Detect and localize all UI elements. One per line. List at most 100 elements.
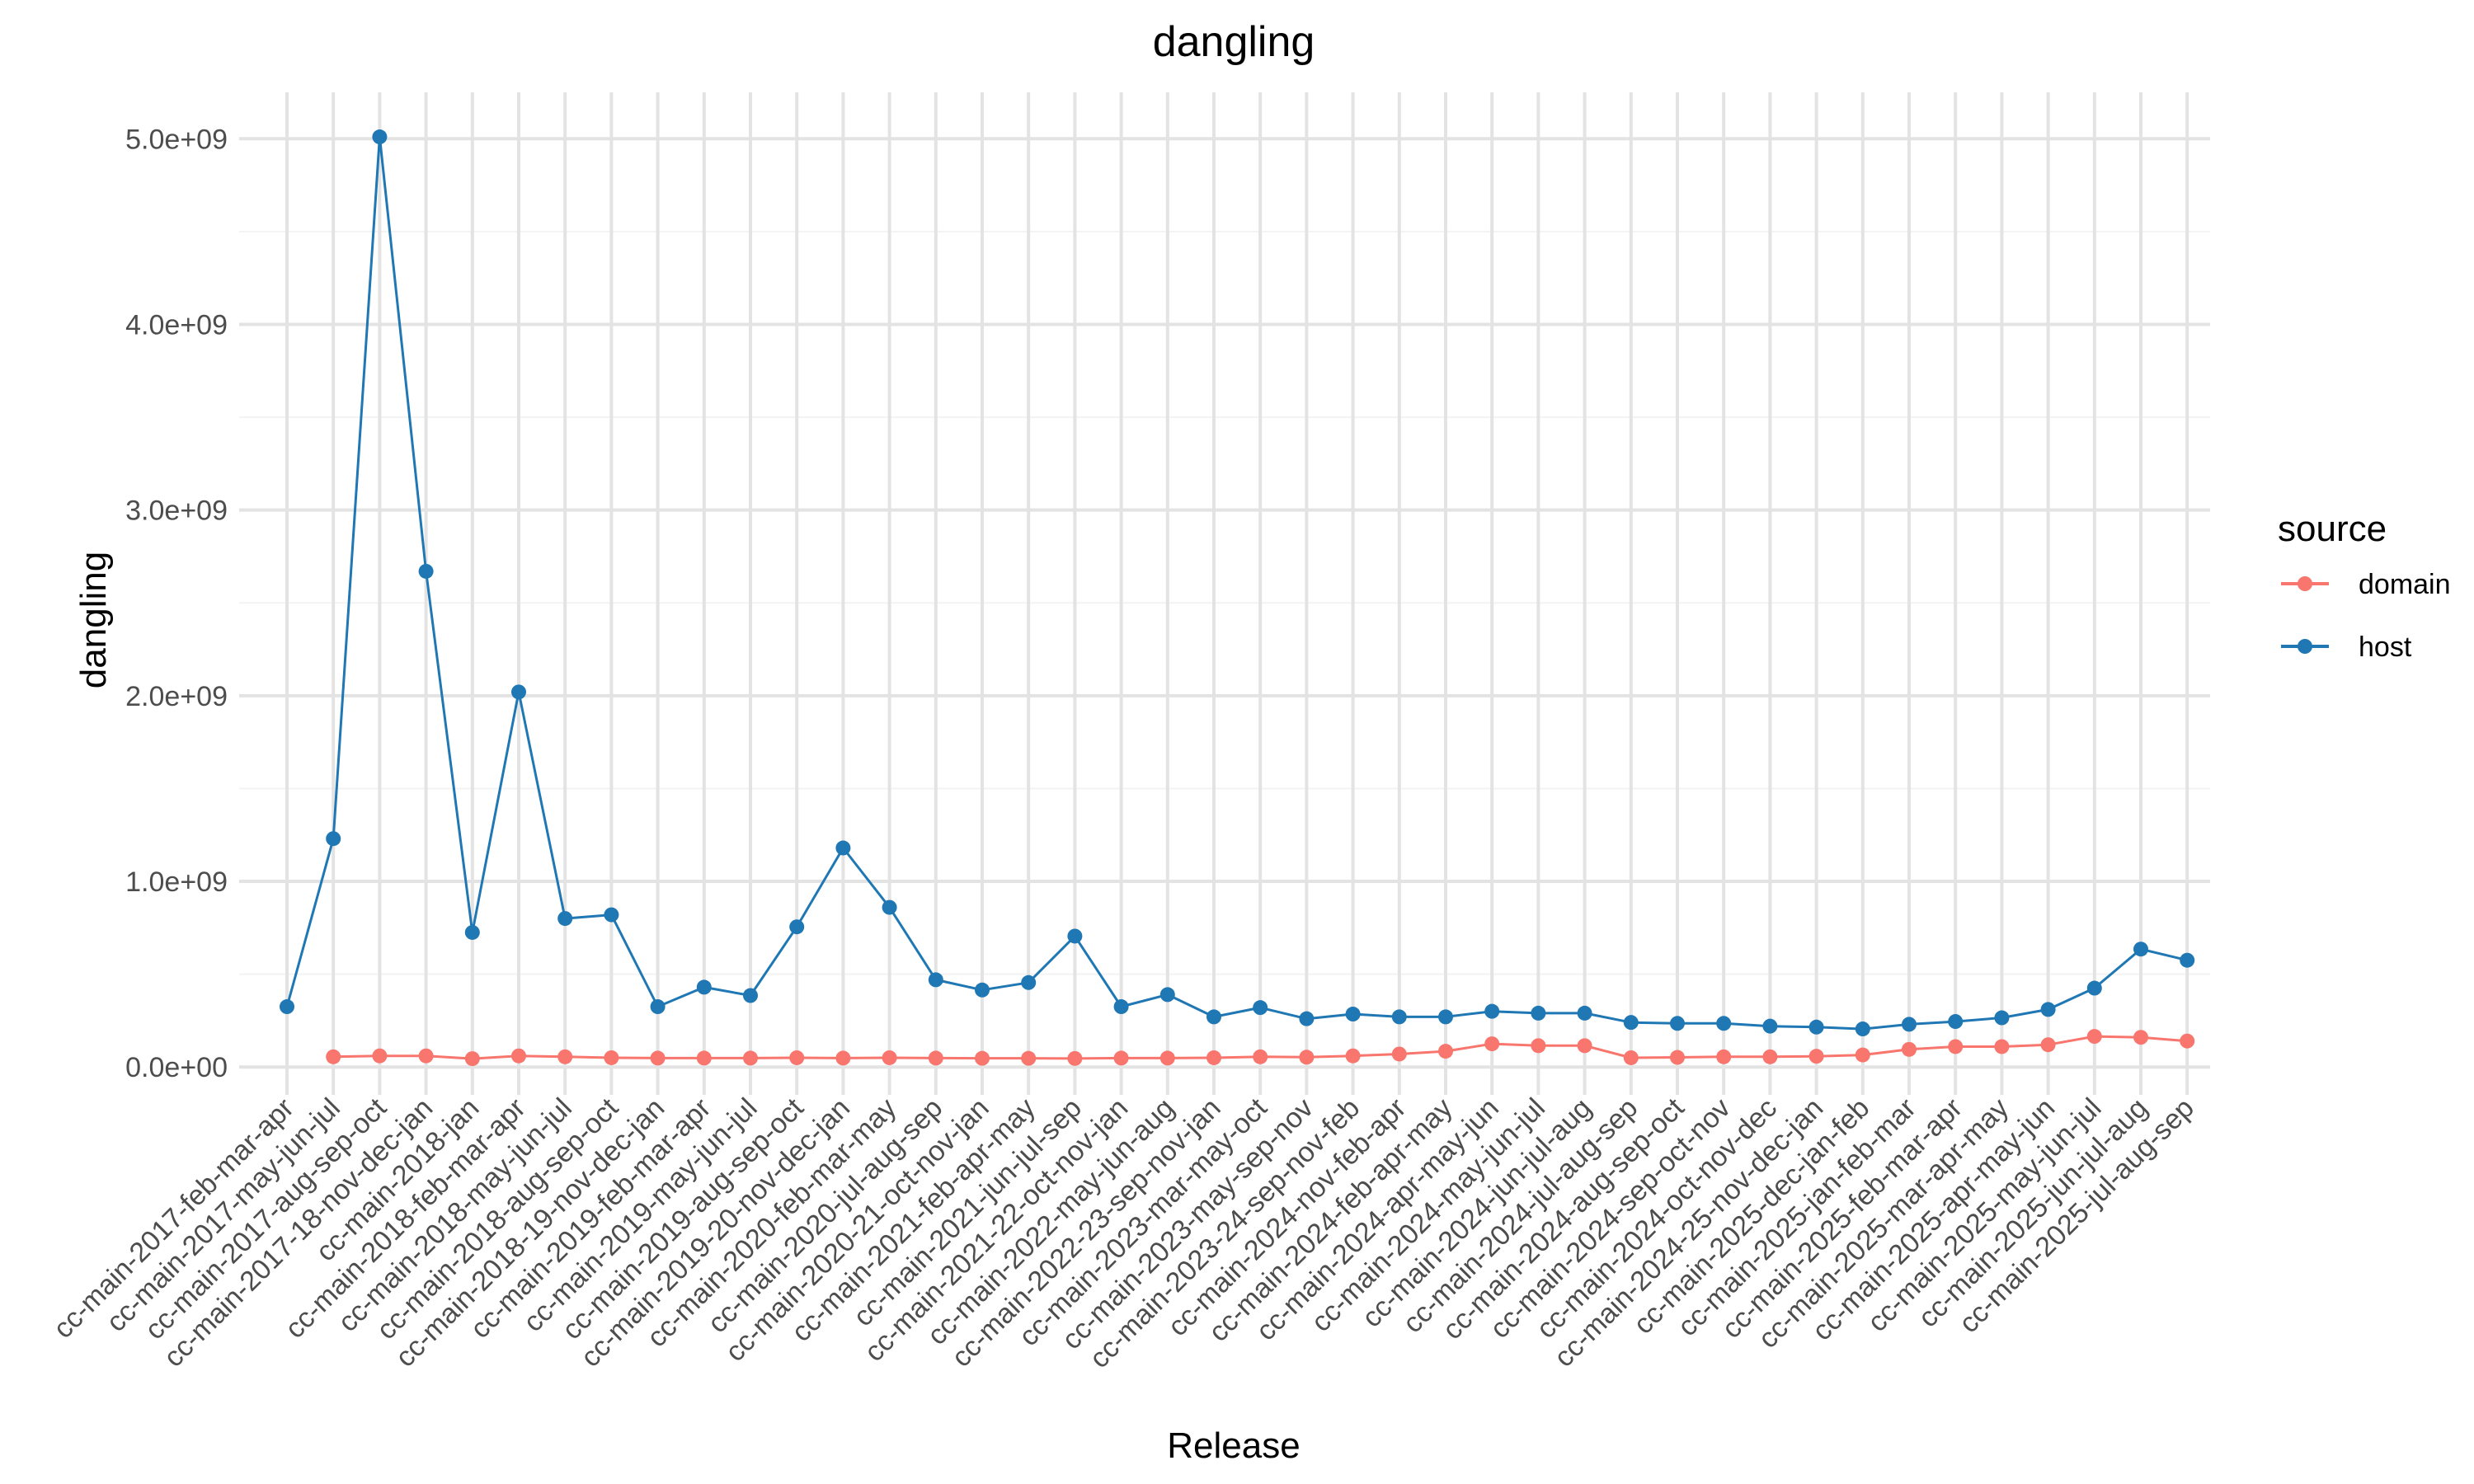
data-point-domain (1113, 1050, 1129, 1066)
data-point-host (1113, 999, 1129, 1015)
data-point-domain (696, 1050, 712, 1066)
data-point-host (2180, 952, 2195, 968)
data-point-domain (557, 1049, 573, 1064)
data-point-domain (1808, 1049, 1824, 1064)
data-point-domain (1345, 1048, 1361, 1064)
data-point-domain (464, 1051, 480, 1067)
y-tick-label: 5.0e+09 (125, 124, 228, 155)
data-point-host (1855, 1021, 1870, 1037)
data-point-host (1345, 1007, 1361, 1022)
data-point-host (280, 999, 294, 1015)
y-tick-label: 3.0e+09 (125, 495, 228, 527)
data-point-host (1484, 1003, 1500, 1019)
data-point-domain (2086, 1029, 2102, 1045)
data-point-host (464, 924, 480, 940)
data-point-domain (650, 1050, 666, 1066)
legend-key-domain-point (2298, 576, 2312, 591)
data-point-host (326, 831, 341, 847)
legend-label-host: host (2359, 632, 2412, 663)
data-point-domain (1206, 1050, 1221, 1065)
data-point-host (1021, 974, 1037, 990)
data-point-host (975, 982, 990, 998)
data-point-domain (604, 1050, 619, 1065)
data-point-host (1159, 987, 1175, 1003)
data-point-domain (2180, 1033, 2195, 1049)
data-point-domain (789, 1050, 805, 1065)
legend-item-domain: domain (2281, 569, 2451, 600)
data-point-domain (2040, 1037, 2056, 1053)
data-point-domain (1762, 1049, 1778, 1064)
data-point-host (1902, 1017, 1917, 1032)
data-point-host (650, 999, 666, 1015)
data-point-domain (418, 1048, 434, 1064)
x-axis: cc-main-2017-feb-mar-aprcc-main-2017-may… (48, 1092, 2200, 1374)
x-axis-title: Release (1167, 1425, 1300, 1466)
data-point-host (557, 911, 573, 927)
data-point-domain (326, 1049, 341, 1064)
data-point-domain (1670, 1050, 1685, 1065)
data-point-host (743, 988, 758, 1003)
data-point-domain (1855, 1047, 1870, 1063)
data-point-host (1438, 1009, 1453, 1025)
y-tick-label: 2.0e+09 (125, 681, 228, 712)
y-tick-label: 1.0e+09 (125, 866, 228, 898)
data-point-domain (372, 1048, 388, 1064)
y-tick-label: 4.0e+09 (125, 309, 228, 340)
data-point-domain (1299, 1050, 1315, 1065)
data-point-domain (1253, 1049, 1268, 1064)
series-line-host (285, 135, 2188, 1031)
data-point-host (1762, 1018, 1778, 1034)
legend-key-host-point (2298, 639, 2312, 654)
data-point-host (372, 129, 388, 145)
data-point-domain (1716, 1049, 1732, 1064)
data-point-host (604, 907, 619, 923)
data-point-host (696, 979, 712, 995)
data-point-domain (835, 1050, 851, 1066)
data-point-host (789, 919, 805, 935)
grid (239, 92, 2210, 1095)
data-point-host (1253, 1000, 1268, 1016)
series (280, 129, 2195, 1067)
data-point-host (835, 840, 851, 856)
data-point-host (2086, 980, 2102, 996)
data-point-domain (882, 1050, 897, 1065)
data-point-domain (928, 1050, 943, 1066)
data-point-host (511, 684, 526, 700)
data-point-host (418, 563, 434, 579)
data-point-host (1716, 1016, 1732, 1031)
data-point-domain (1159, 1050, 1175, 1066)
data-point-host (1299, 1011, 1315, 1026)
data-point-host (1067, 928, 1083, 944)
data-point-domain (1948, 1039, 1964, 1054)
data-point-domain (1577, 1038, 1592, 1054)
data-point-host (2040, 1002, 2056, 1017)
chart-title: dangling (1153, 18, 1315, 66)
y-tick-label: 0.0e+00 (125, 1052, 228, 1083)
data-point-host (1577, 1005, 1592, 1021)
data-point-host (928, 972, 943, 988)
data-point-host (1391, 1009, 1407, 1025)
data-point-domain (1994, 1039, 2010, 1054)
data-point-domain (1021, 1050, 1037, 1066)
data-point-host (2133, 942, 2148, 957)
data-point-domain (1531, 1038, 1546, 1054)
y-axis-title: dangling (73, 552, 114, 688)
legend-label-domain: domain (2359, 569, 2451, 600)
data-point-domain (975, 1050, 990, 1066)
data-point-domain (2133, 1030, 2148, 1045)
data-point-domain (1484, 1036, 1500, 1052)
data-point-domain (1902, 1041, 1917, 1057)
data-point-host (1206, 1009, 1221, 1025)
data-point-host (882, 899, 897, 915)
legend-title: source (2278, 509, 2387, 549)
legend-item-host: host (2281, 632, 2412, 663)
data-point-host (1808, 1019, 1824, 1035)
data-point-domain (511, 1048, 526, 1064)
legend: source domain host (2278, 509, 2451, 663)
data-point-domain (1391, 1046, 1407, 1062)
data-point-domain (1438, 1044, 1453, 1059)
data-point-host (1670, 1016, 1685, 1031)
data-point-domain (1067, 1050, 1083, 1066)
data-point-host (1948, 1014, 1964, 1030)
